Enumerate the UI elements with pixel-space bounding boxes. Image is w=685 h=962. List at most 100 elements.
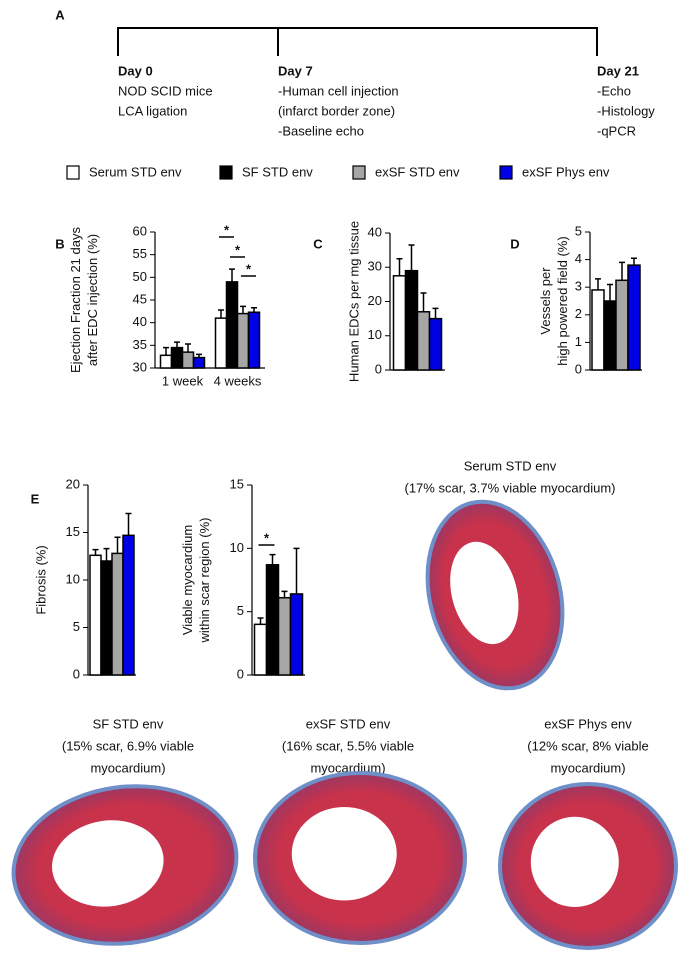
error-bar: [631, 257, 637, 266]
heart-cavity: [291, 807, 397, 901]
image-caption: exSF STD env: [306, 716, 391, 731]
timeline-note: -Baseline echo: [278, 123, 364, 138]
y-tick-label: 3: [575, 279, 582, 294]
error-bar: [432, 307, 439, 319]
y-tick-label: 30: [368, 259, 382, 274]
image-caption: (16% scar, 5.5% viable: [282, 738, 414, 753]
panel-letter: D: [510, 236, 519, 251]
y-tick-label: 5: [575, 223, 582, 238]
timeline-day: Day 7: [278, 63, 313, 78]
bar: [265, 564, 280, 676]
image-caption: (12% scar, 8% viable: [527, 738, 648, 753]
image-caption: exSF Phys env: [544, 716, 632, 731]
bar: [277, 596, 292, 676]
x-tick-label: 1 week: [162, 373, 204, 388]
x-tick-label: 4 weeks: [214, 373, 262, 388]
y-tick-label: 55: [133, 246, 147, 261]
error-bar: [420, 292, 427, 312]
timeline-note: LCA ligation: [118, 103, 187, 118]
y-tick-label: 10: [368, 327, 382, 342]
bar: [627, 264, 641, 371]
error-bar: [607, 283, 613, 301]
error-bar: [218, 309, 224, 319]
bar: [111, 552, 124, 676]
image-caption: myocardium): [550, 760, 625, 775]
image-caption: Serum STD env: [464, 458, 557, 473]
image-caption: SF STD env: [93, 716, 164, 731]
error-bar: [125, 512, 132, 536]
panel-letter: C: [313, 236, 323, 251]
y-axis-label: Ejection Fraction 21 days: [68, 227, 83, 373]
y-tick-label: 40: [368, 224, 382, 239]
error-bar: [92, 548, 99, 556]
y-tick-label: 4: [575, 251, 582, 266]
y-tick-label: 0: [237, 666, 244, 681]
y-tick-label: 0: [73, 666, 80, 681]
y-tick-label: 35: [133, 337, 147, 352]
error-bar: [257, 617, 264, 625]
bar: [122, 534, 135, 676]
error-bar: [595, 278, 601, 290]
error-bar: [196, 353, 202, 358]
image-caption: (17% scar, 3.7% viable myocardium): [405, 480, 616, 495]
error-bar: [293, 547, 300, 594]
y-axis-label: within scar region (%): [197, 518, 212, 644]
heart-cavity: [450, 541, 519, 645]
y-axis-label: Human EDCs per mg tissue: [346, 221, 361, 382]
timeline-note: -qPCR: [597, 123, 636, 138]
bar: [192, 356, 206, 369]
significance-star: *: [235, 242, 241, 257]
bar: [416, 311, 431, 371]
y-tick-label: 60: [133, 223, 147, 238]
bar: [100, 560, 113, 676]
y-tick-label: 0: [375, 361, 382, 376]
error-bar: [619, 261, 625, 281]
error-bar: [408, 244, 415, 271]
legend-swatch: [499, 165, 513, 180]
bar: [89, 554, 102, 676]
timeline-day: Day 21: [597, 63, 639, 78]
bar: [253, 623, 268, 676]
y-tick-label: 5: [73, 619, 80, 634]
bar: [404, 269, 419, 371]
y-axis-label: after EDC injection (%): [85, 234, 100, 366]
panel-letter: E: [31, 491, 40, 506]
y-tick-label: 20: [66, 476, 80, 491]
timeline-note: -Echo: [597, 83, 631, 98]
y-axis-label: high powered field (%): [555, 236, 570, 365]
error-bar: [174, 341, 180, 348]
timeline-note: NOD SCID mice: [118, 83, 213, 98]
y-tick-label: 50: [133, 269, 147, 284]
y-axis-label: Viable myocardium: [180, 525, 195, 635]
y-tick-label: 10: [66, 571, 80, 586]
bar: [159, 354, 173, 369]
y-axis-label: Fibrosis (%): [33, 545, 48, 614]
error-bar: [240, 305, 246, 314]
timeline-note: -Human cell injection: [278, 83, 399, 98]
significance-star: *: [246, 261, 252, 276]
panel-letter: B: [55, 236, 64, 251]
significance-star: *: [224, 222, 230, 237]
y-tick-label: 5: [237, 603, 244, 618]
error-bar: [114, 536, 121, 554]
legend-swatch: [66, 165, 80, 180]
y-tick-label: 2: [575, 306, 582, 321]
error-bar: [103, 547, 110, 561]
error-bar: [185, 343, 191, 353]
bar: [236, 312, 250, 369]
y-tick-label: 1: [575, 334, 582, 349]
heart-cavity: [530, 816, 619, 908]
timeline-note: -Histology: [597, 103, 655, 118]
y-tick-label: 20: [368, 293, 382, 308]
image-caption: myocardium): [90, 760, 165, 775]
y-axis-label: Vessels per: [538, 267, 553, 335]
bar: [181, 351, 195, 369]
error-bar: [251, 306, 257, 313]
image-caption: (15% scar, 6.9% viable: [62, 738, 194, 753]
timeline-day: Day 0: [118, 63, 153, 78]
error-bar: [229, 268, 235, 282]
bar: [392, 275, 407, 371]
y-tick-label: 30: [133, 359, 147, 374]
y-tick-label: 0: [575, 361, 582, 376]
